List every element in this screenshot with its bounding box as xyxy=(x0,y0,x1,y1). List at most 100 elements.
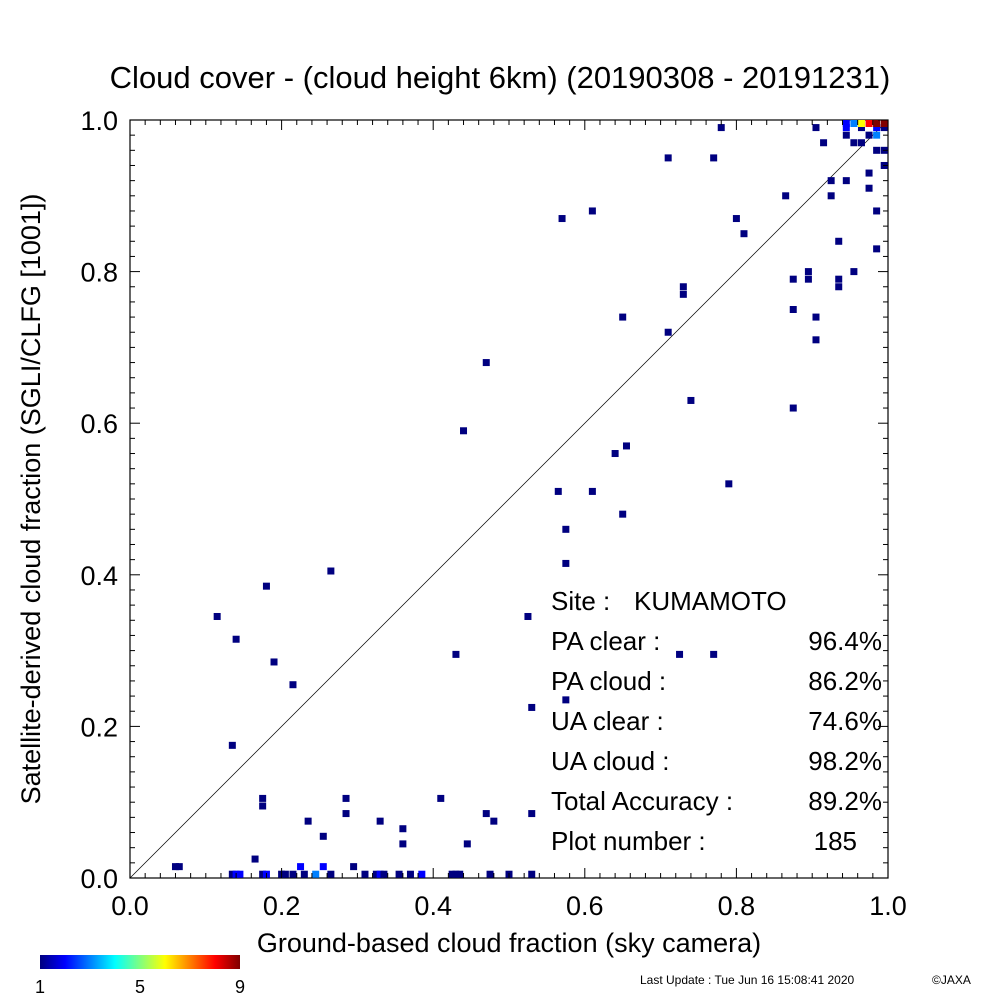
heatmap-cell xyxy=(312,870,320,878)
heatmap-cell xyxy=(725,480,733,488)
heatmap-cell xyxy=(289,681,297,689)
heatmap-cell xyxy=(490,817,498,825)
heatmap-cell xyxy=(380,870,388,878)
x-tick-label: 1.0 xyxy=(869,891,907,921)
heatmap-cell xyxy=(395,870,403,878)
heatmap-cell xyxy=(865,120,873,127)
heatmap-cell xyxy=(782,192,790,200)
colorbar-gradient xyxy=(40,955,240,969)
heatmap-cell xyxy=(350,863,358,871)
copyright-text: ©JAXA xyxy=(932,973,971,987)
colorbar: 1 5 9 xyxy=(35,955,245,997)
heatmap-cell xyxy=(710,650,718,658)
heatmap-cell xyxy=(342,794,350,802)
heatmap-cell xyxy=(664,154,672,162)
heatmap-cell xyxy=(376,870,384,878)
heatmap-cell xyxy=(679,290,687,298)
stat-label: PA clear : xyxy=(551,626,660,656)
heatmap-cell xyxy=(448,870,456,878)
heatmap-cell xyxy=(300,870,308,878)
heatmap-cell xyxy=(850,268,858,276)
last-update-text: Last Update : Tue Jun 16 15:08:41 2020 xyxy=(640,973,854,987)
heatmap-cell xyxy=(842,131,850,139)
heatmap-cell xyxy=(259,794,267,802)
heatmap-cell xyxy=(554,487,562,495)
heatmap-cell xyxy=(236,870,244,878)
heatmap-cell xyxy=(528,810,536,818)
heatmap-cell xyxy=(687,396,695,404)
heatmap-cell xyxy=(827,192,835,200)
stat-label: UA cloud : xyxy=(551,746,670,776)
stat-value: 98.2% xyxy=(808,746,882,776)
stat-value: 89.2% xyxy=(808,786,882,816)
y-tick-label: 1.0 xyxy=(80,106,118,136)
heatmap-cell xyxy=(437,794,445,802)
heatmap-cell xyxy=(304,817,312,825)
heatmap-cell xyxy=(452,870,460,878)
heatmap-cell xyxy=(297,863,305,871)
stat-label: Site : xyxy=(551,586,610,616)
heatmap-cell xyxy=(842,177,850,185)
x-tick-label: 0.6 xyxy=(566,891,604,921)
heatmap-cell xyxy=(270,658,278,666)
heatmap-cell xyxy=(528,703,536,711)
x-tick-label: 0.2 xyxy=(263,891,301,921)
heatmap-cell xyxy=(880,124,888,132)
heatmap-cell xyxy=(873,124,881,132)
chart-title: Cloud cover - (cloud height 6km) (201903… xyxy=(110,60,891,95)
heatmap-cell xyxy=(327,567,335,575)
heatmap-cell xyxy=(865,169,873,177)
heatmap-cell xyxy=(460,427,468,435)
heatmap-cell xyxy=(873,207,881,215)
colorbar-tick-label: 5 xyxy=(135,977,145,997)
x-tick-label: 0.0 xyxy=(111,891,149,921)
heatmap-cell xyxy=(611,450,619,458)
heatmap-cell xyxy=(789,306,797,313)
stat-value: 74.6% xyxy=(808,706,882,736)
y-tick-label: 0.0 xyxy=(80,864,118,894)
heatmap-cell xyxy=(376,817,384,825)
heatmap-cell xyxy=(289,870,297,878)
heatmap-cell xyxy=(710,154,718,162)
stat-value: 185 xyxy=(814,826,857,856)
heatmap-cell xyxy=(319,863,327,871)
heatmap-cell xyxy=(622,442,630,450)
heatmap-cell xyxy=(524,612,532,620)
x-tick-label: 0.4 xyxy=(414,891,452,921)
colorbar-tick-label: 1 xyxy=(35,977,45,997)
heatmap-cell xyxy=(679,283,687,291)
heatmap-cell xyxy=(732,215,740,223)
y-tick-label: 0.4 xyxy=(80,561,118,591)
heatmap-cell xyxy=(865,184,873,192)
heatmap-cell xyxy=(873,245,881,253)
heatmap-cell xyxy=(820,139,828,147)
heatmap-cell xyxy=(873,131,881,139)
x-tick-label: 0.8 xyxy=(718,891,756,921)
stat-value: KUMAMOTO xyxy=(634,586,787,616)
heatmap-cell xyxy=(456,870,464,878)
heatmap-cell xyxy=(873,146,881,154)
heatmap-cell xyxy=(850,139,858,147)
heatmap-cell xyxy=(835,275,843,283)
heatmap-cell xyxy=(342,810,350,818)
heatmap-cell xyxy=(361,870,369,878)
one-to-one-line xyxy=(129,119,889,879)
stat-label: Plot number : xyxy=(551,826,706,856)
heatmap-cell xyxy=(558,215,566,223)
stat-label: Total Accuracy : xyxy=(551,786,733,816)
stat-value: 96.4% xyxy=(808,626,882,656)
heatmap-cell xyxy=(259,802,267,810)
heatmap-cell xyxy=(857,139,865,147)
plot-area: 0.0 0.2 0.4 0.6 0.8 1.0 0.0 0.2 0.4 0.6 0.8 1.0 xyxy=(80,106,906,921)
stat-label: PA cloud : xyxy=(551,666,666,696)
heatmap-cell xyxy=(452,650,460,658)
heatmap-cell xyxy=(418,870,426,878)
y-tick-label: 0.2 xyxy=(80,712,118,742)
heatmap-cell xyxy=(588,207,596,215)
stat-label: UA clear : xyxy=(551,706,664,736)
heatmap-cell xyxy=(804,275,812,283)
heatmap-cell xyxy=(562,559,570,567)
heatmap-cell xyxy=(171,863,179,871)
heatmap-cell xyxy=(399,840,407,848)
